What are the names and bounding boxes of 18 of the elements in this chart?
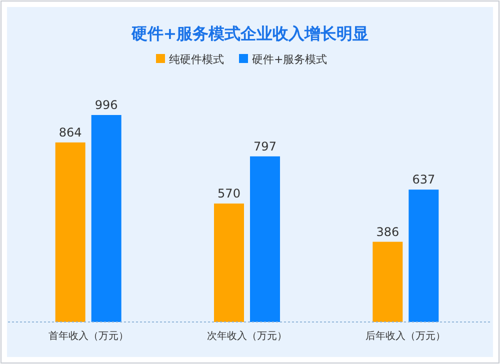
bar [408,190,439,322]
data-label: 637 [412,172,436,187]
bar [91,115,122,322]
data-label: 386 [376,224,400,239]
bar [55,142,86,322]
legend-label: 纯硬件模式 [169,53,224,66]
bar [372,242,403,322]
x-tick-label: 后年收入（万元） [366,330,446,342]
data-label: 797 [254,139,276,154]
data-label: 996 [94,98,118,112]
x-tick-label: 次年收入（万元） [207,330,287,342]
data-label: 864 [58,125,82,140]
bar [214,204,244,322]
chart-title: 硬件+服务模式企业收入增长明显 [130,24,369,43]
bar [250,156,280,322]
data-label: 570 [218,186,240,201]
x-tick-label: 首年收入（万元） [48,330,128,342]
legend-label: 硬件+服务模式 [252,53,328,66]
